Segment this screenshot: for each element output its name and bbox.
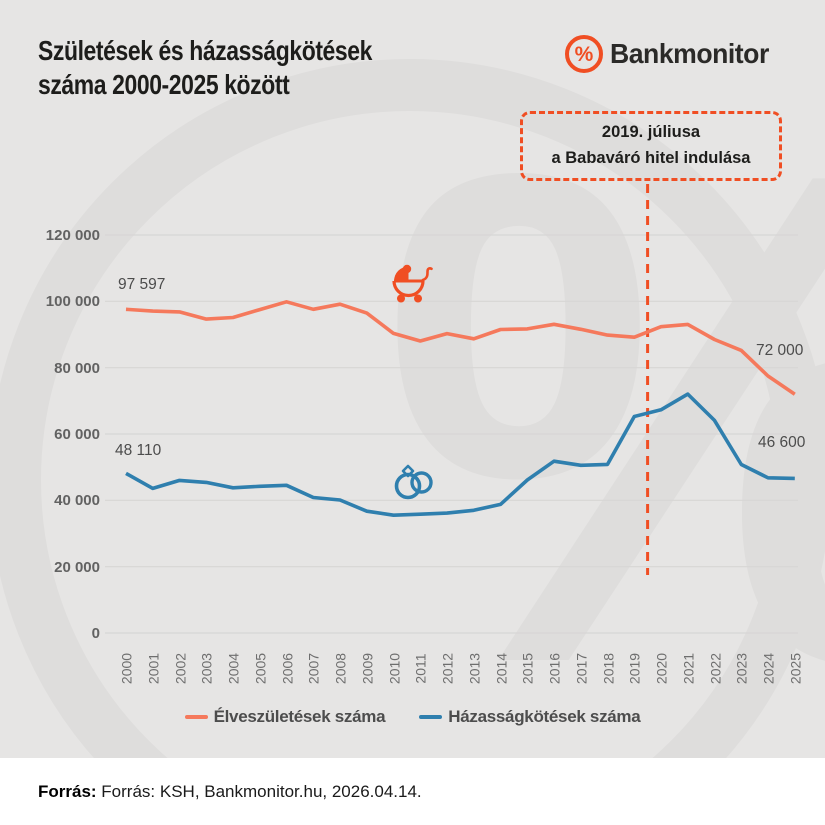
x-axis-label: 2025 [787,652,804,685]
chart-svg [105,184,798,634]
x-axis-label: 2023 [733,652,750,685]
legend-item-marriages: Házasságkötések száma [419,707,641,727]
annotation-box: 2019. júliusa a Babaváró hitel indulása [520,111,782,181]
legend: Élveszületések száma Házasságkötések szám… [0,707,825,727]
x-axis-label: 2013 [466,652,483,685]
y-axis-label: 60 000 [54,426,100,443]
x-axis-label: 2004 [225,652,242,685]
data-label-births-end: 72 000 [756,342,804,359]
brand-name: Bankmonitor [610,38,769,69]
x-axis-label: 2003 [198,652,215,685]
x-axis-label: 2010 [386,652,403,685]
x-axis-label: 2016 [546,652,563,685]
x-axis-label: 2011 [412,653,429,684]
x-axis-label: 2014 [493,652,510,685]
data-label-births-start: 97 597 [118,276,166,293]
legend-label: Házasságkötések száma [448,707,641,726]
x-axis-label: 2000 [118,652,135,685]
y-axis-label: 0 [91,625,100,642]
source-text: Forrás: Forrás: KSH, Bankmonitor.hu, 202… [38,782,422,802]
annotation-line2: a Babaváró hitel indulása [551,149,751,167]
x-axis-label: 2009 [359,652,376,685]
x-axis-label: 2018 [600,652,617,685]
x-axis-label: 2008 [332,652,349,685]
x-axis-label: 2002 [172,652,189,685]
marriages-line [125,392,795,518]
legend-swatch-icon [419,715,443,719]
data-label-marriages-start: 48 110 [115,442,162,459]
stroller-icon [392,264,433,303]
brand-logo: % Bankmonitor [565,35,777,73]
births-line [125,299,796,396]
y-axis-label: 20 000 [54,559,100,576]
page-title-line1: Születések és házasságkötések [38,35,372,66]
y-axis-label: 40 000 [54,492,100,509]
percent-badge-icon: % [565,35,603,73]
x-axis-label: 2015 [519,652,536,685]
annotation-line1: 2019. júliusa [601,123,701,142]
x-axis-label: 2024 [760,652,777,685]
x-axis-label: 2005 [252,652,269,685]
wedding-rings-icon [394,464,433,500]
x-axis-label: 2007 [305,652,322,685]
page-title-line2: száma 2000-2025 között [38,69,290,101]
x-axis-label: 2012 [439,652,456,685]
y-axis-label: 80 000 [54,360,100,377]
footer: Forrás: Forrás: KSH, Bankmonitor.hu, 202… [0,758,825,825]
x-axis-label: 2021 [680,652,697,685]
source-label: Forrás: [38,781,97,801]
x-axis-label: 2022 [707,652,724,685]
legend-item-births: Élveszületések száma [184,707,386,727]
page-title: Születések és házasságkötések száma 2000… [38,34,372,102]
source-value: Forrás: KSH, Bankmonitor.hu, 2026.04.14. [96,781,422,801]
gridlines [105,234,798,634]
x-axis-label: 2006 [279,652,296,685]
data-lines [125,184,796,575]
x-axis-label: 2001 [145,652,162,685]
x-axis-label: 2020 [653,652,670,685]
y-axis-label: 120 000 [45,227,100,244]
x-axis-label: 2019 [626,652,643,685]
legend-swatch-icon [184,715,208,719]
legend-label: Élveszületések száma [213,707,386,726]
x-axis-label: 2017 [573,652,590,685]
y-axis-label: 100 000 [45,293,100,310]
data-label-marriages-end: 46 600 [758,434,806,451]
